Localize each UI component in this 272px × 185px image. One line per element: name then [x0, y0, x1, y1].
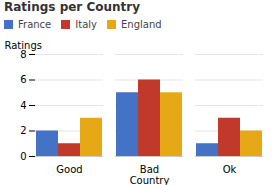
svg-text:6: 6 [20, 74, 26, 85]
svg-text:Country: Country [130, 175, 170, 185]
svg-text:Bad: Bad [140, 164, 159, 175]
html-text:Ratings per Country: Ratings per Country [4, 0, 141, 14]
svg-text:Ok: Ok [223, 164, 237, 175]
svg-text:8: 8 [20, 48, 27, 60]
html-text:France: France [18, 18, 52, 30]
svg-text:4: 4 [20, 100, 26, 111]
svg-text:2: 2 [20, 125, 26, 136]
svg-text:0: 0 [20, 151, 26, 162]
html-text:England: England [121, 18, 162, 30]
svg-text:Ratings: Ratings [5, 40, 42, 51]
html-text:Italy: Italy [75, 18, 97, 30]
svg-text:Good: Good [56, 164, 82, 175]
